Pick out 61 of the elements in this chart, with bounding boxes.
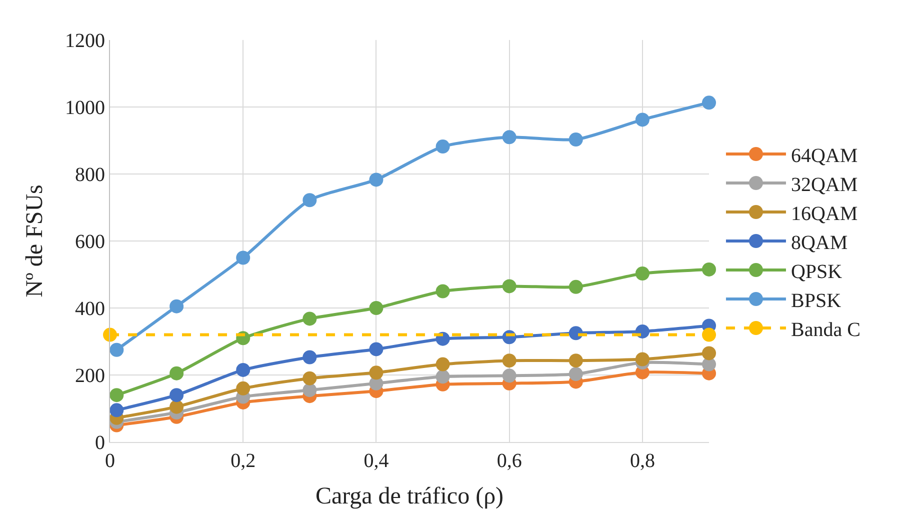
point	[103, 328, 117, 342]
point	[302, 371, 317, 386]
point	[568, 132, 583, 146]
point	[436, 284, 450, 298]
point	[302, 312, 317, 326]
point	[502, 368, 516, 383]
y-tick-label: 1200	[65, 30, 105, 52]
legend-label: Banda C	[790, 318, 860, 341]
point	[502, 354, 516, 368]
x-tick-label: 0,8	[630, 450, 655, 472]
point	[170, 299, 184, 314]
point	[369, 172, 384, 187]
point	[568, 280, 583, 294]
legend-label: 64QAM	[790, 144, 858, 167]
x-tick-label: 0,4	[364, 450, 389, 472]
point	[635, 266, 650, 280]
point	[702, 346, 716, 360]
point	[236, 362, 250, 377]
point	[635, 112, 650, 127]
legend-label: QPSK	[790, 260, 843, 283]
point	[236, 250, 250, 265]
point	[635, 352, 650, 366]
y-tick-label: 800	[75, 164, 105, 186]
y-tick-label: 0	[95, 432, 105, 454]
point	[568, 326, 583, 340]
point	[568, 367, 583, 381]
point	[436, 140, 450, 154]
y-tick-label: 200	[75, 365, 105, 387]
point	[369, 366, 384, 380]
point	[568, 354, 583, 368]
point	[502, 130, 516, 144]
point	[170, 388, 184, 402]
point	[502, 279, 516, 294]
legend-label: 32QAM	[790, 174, 858, 196]
x-axis-title: Carga de tráfico (ρ)	[315, 483, 504, 510]
y-tick-label: 600	[75, 231, 105, 253]
legend-label: 16QAM	[790, 202, 858, 225]
point	[302, 350, 317, 364]
point	[110, 342, 124, 357]
point	[236, 381, 250, 396]
point	[369, 301, 384, 315]
y-tick-label: 1000	[65, 97, 105, 119]
point	[110, 388, 124, 402]
point	[702, 96, 716, 110]
point	[170, 400, 184, 414]
point	[702, 262, 716, 276]
point	[302, 383, 317, 398]
point	[436, 370, 450, 384]
x-tick-label: 0,2	[230, 450, 256, 472]
point	[436, 357, 450, 372]
legend-label: 8QAM	[790, 232, 848, 254]
y-axis-title: Nº de FSUs	[22, 184, 48, 298]
legend-label: BPSK	[790, 290, 842, 312]
point	[702, 328, 716, 342]
y-tick-label: 400	[75, 298, 105, 320]
point	[369, 342, 384, 356]
point	[170, 366, 184, 380]
point	[302, 193, 317, 208]
point	[635, 324, 650, 338]
point	[110, 403, 124, 418]
x-tick-label: 0,6	[496, 450, 522, 472]
